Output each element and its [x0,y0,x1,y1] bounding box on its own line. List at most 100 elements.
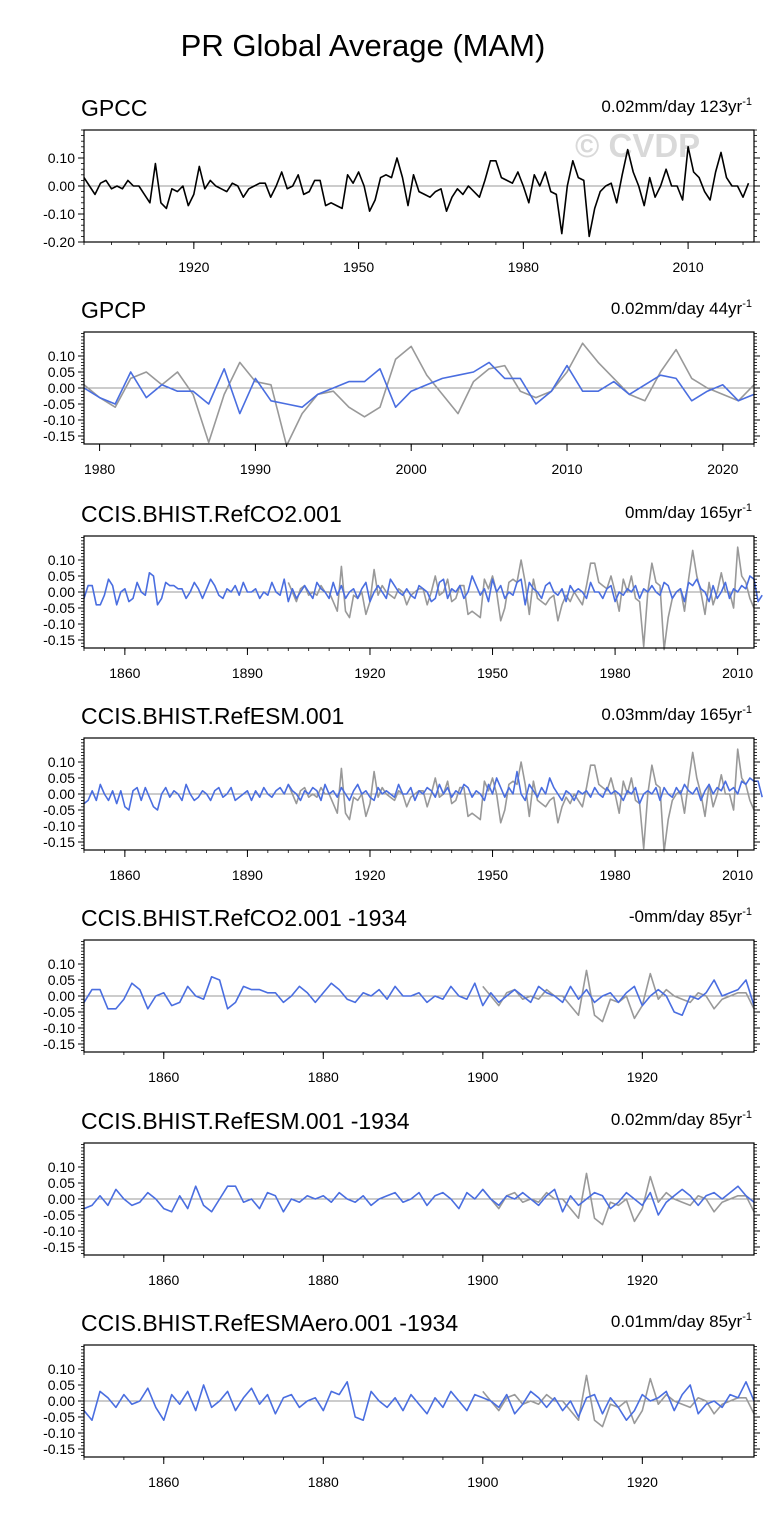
panel-3: CCIS.BHIST.RefCO2.001 0mm/day 165yr-1 0.10… [43,501,763,681]
y-tick-label: -0.05 [43,802,75,818]
trend-label: 0.02mm/day 123yr-1 [601,96,752,116]
panel-7: CCIS.BHIST.RefESMAero.001 -1934 0.01mm/da… [43,1310,760,1490]
y-tick-label: 0.10 [48,348,75,364]
y-tick-label: -0.10 [43,1425,75,1441]
y-tick-label: -0.05 [43,1409,75,1425]
y-tick-label: 0.05 [48,1377,75,1393]
x-tick-label: 1950 [477,665,508,681]
panel-6: CCIS.BHIST.RefESM.001 -1934 0.02mm/day 85… [43,1108,760,1288]
x-tick-label: 1920 [178,259,209,275]
panel-title: GPCC [81,95,147,121]
y-tick-label: -0.15 [43,1239,75,1255]
y-tick-label: -0.10 [43,818,75,834]
panel-title: CCIS.BHIST.RefESM.001 [81,703,344,729]
y-tick-label: 0.00 [48,584,75,600]
trend-label: 0.03mm/day 165yr-1 [601,704,752,724]
x-tick-label: 1890 [232,867,263,883]
x-tick-label: 2000 [396,461,427,477]
y-tick-label: 0.05 [48,364,75,380]
x-tick-label: 2020 [707,461,738,477]
series-line-gpcc [482,1172,755,1226]
y-tick-label: 0.05 [48,568,75,584]
y-tick-label: 0.00 [48,786,75,802]
y-tick-label: 0.10 [48,1159,75,1175]
x-tick-label: 2010 [673,259,704,275]
x-tick-label: 1880 [308,1069,339,1085]
y-tick-label: 0.00 [48,1191,75,1207]
x-tick-label: 1950 [343,259,374,275]
x-tick-label: 1860 [109,867,140,883]
x-tick-label: 1900 [467,1069,498,1085]
y-tick-label: 0.10 [48,956,75,972]
watermark: © CVDP [575,127,700,164]
y-tick-label: -0.10 [43,616,75,632]
x-tick-label: 2010 [722,867,753,883]
x-tick-label: 1900 [467,1474,498,1490]
x-tick-label: 1980 [600,867,631,883]
y-tick-label: 0.10 [48,552,75,568]
x-tick-label: 1920 [627,1474,658,1490]
y-tick-label: -0.20 [43,234,75,250]
y-tick-label: -0.10 [43,1223,75,1239]
x-tick-label: 1890 [232,665,263,681]
figure-title: PR Global Average (MAM) [181,28,546,63]
panel-4: CCIS.BHIST.RefESM.001 0.03mm/day 165yr-1 0… [43,703,763,883]
y-tick-label: 0.00 [48,1393,75,1409]
x-tick-label: 1920 [354,665,385,681]
x-tick-label: 1860 [109,665,140,681]
panel-title: CCIS.BHIST.RefCO2.001 [81,501,342,527]
series-line-gpcc [83,342,755,447]
y-tick-label: -0.05 [43,1004,75,1020]
x-tick-label: 1860 [148,1272,179,1288]
series-line-ccis-bhist-refco2-001 [83,571,763,606]
trend-label: 0.02mm/day 85yr-1 [611,1109,752,1129]
y-tick-label: 0.00 [48,178,75,194]
x-tick-label: 2010 [551,461,582,477]
series-line-ccis-bhist-refesm-001-1934 [83,1185,755,1216]
y-tick-label: -0.10 [43,206,75,222]
series-line-gpcc [287,748,755,853]
x-tick-label: 1980 [84,461,115,477]
x-tick-label: 2010 [722,665,753,681]
trend-label: 0.02mm/day 44yr-1 [611,298,752,318]
panel-title: GPCP [81,297,146,323]
y-tick-label: 0.05 [48,972,75,988]
trend-label: -0mm/day 85yr-1 [629,906,752,926]
x-tick-label: 1920 [627,1272,658,1288]
series-line-ccis-bhist-refesm-001 [83,770,763,811]
panel-5: CCIS.BHIST.RefCO2.001 -1934 -0mm/day 85yr… [43,905,760,1085]
series-line-ccis-bhist-refco2-001-1934 [83,975,755,1017]
y-tick-label: -0.10 [43,1020,75,1036]
y-tick-label: 0.05 [48,1175,75,1191]
panel-2: GPCP 0.02mm/day 44yr-10.100.050.00-0.05-0… [43,297,760,477]
y-tick-label: 0.00 [48,380,75,396]
y-tick-label: -0.15 [43,1036,75,1052]
y-tick-label: -0.15 [43,632,75,648]
x-tick-label: 1880 [308,1272,339,1288]
series-line-ccis-bhist-refesmaero-001-1934 [83,1381,755,1421]
x-tick-label: 1920 [627,1069,658,1085]
y-tick-label: 0.10 [48,754,75,770]
y-tick-label: 0.10 [48,1361,75,1377]
series-line-gpcp [83,361,755,415]
panel-title: CCIS.BHIST.RefCO2.001 -1934 [81,905,407,931]
x-tick-label: 1860 [148,1474,179,1490]
trend-label: 0.01mm/day 85yr-1 [611,1311,752,1331]
x-tick-label: 1980 [508,259,539,275]
x-tick-label: 1920 [354,867,385,883]
series-line-gpcc [83,146,750,238]
x-tick-label: 1900 [467,1272,498,1288]
y-tick-label: -0.15 [43,428,75,444]
x-tick-label: 1980 [600,665,631,681]
x-tick-label: 1860 [148,1069,179,1085]
trend-label: 0mm/day 165yr-1 [625,502,752,522]
y-tick-label: 0.05 [48,770,75,786]
y-tick-label: -0.10 [43,412,75,428]
panel-1: GPCC 0.02mm/day 123yr-1 0.10 0.00 -0.10 -0.20… [43,95,760,275]
y-tick-label: 0.00 [48,988,75,1004]
y-tick-label: -0.05 [43,600,75,616]
y-tick-label: -0.05 [43,1207,75,1223]
y-tick-label: -0.05 [43,396,75,412]
y-tick-label: -0.15 [43,1441,75,1457]
